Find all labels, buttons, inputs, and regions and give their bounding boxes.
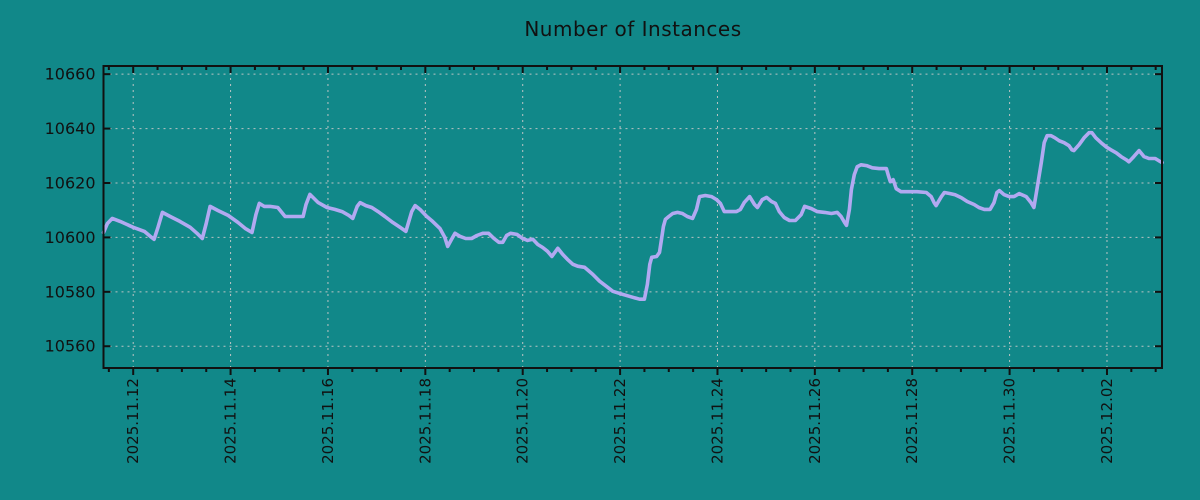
y-tick-label: 10660 (45, 65, 96, 84)
y-tick-label: 10600 (45, 228, 96, 247)
x-tick-label: 2025.11.30 (1001, 378, 1019, 464)
y-tick-label: 10620 (45, 173, 96, 192)
x-tick-label: 2025.11.24 (708, 378, 726, 464)
x-tick-label: 2025.11.12 (124, 378, 142, 464)
x-tick-label: 2025.11.22 (611, 378, 629, 464)
plot-border (102, 65, 1163, 369)
x-tick-label: 2025.11.28 (903, 378, 921, 464)
x-tick-label: 2025.11.14 (222, 378, 240, 464)
x-tick-label: 2025.11.26 (806, 378, 824, 464)
series-line-instances (101, 130, 1164, 302)
x-tick-label: 2025.11.16 (319, 378, 337, 464)
y-tick-label: 10560 (45, 337, 96, 356)
y-tick-label: 10640 (45, 119, 96, 138)
x-tick-label: 2025.11.20 (514, 378, 532, 464)
x-tick-label: 2025.12.02 (1098, 378, 1116, 464)
x-tick-label: 2025.11.18 (416, 378, 434, 464)
y-tick-label: 10580 (45, 282, 96, 301)
chart-title: Number of Instances (524, 17, 742, 41)
